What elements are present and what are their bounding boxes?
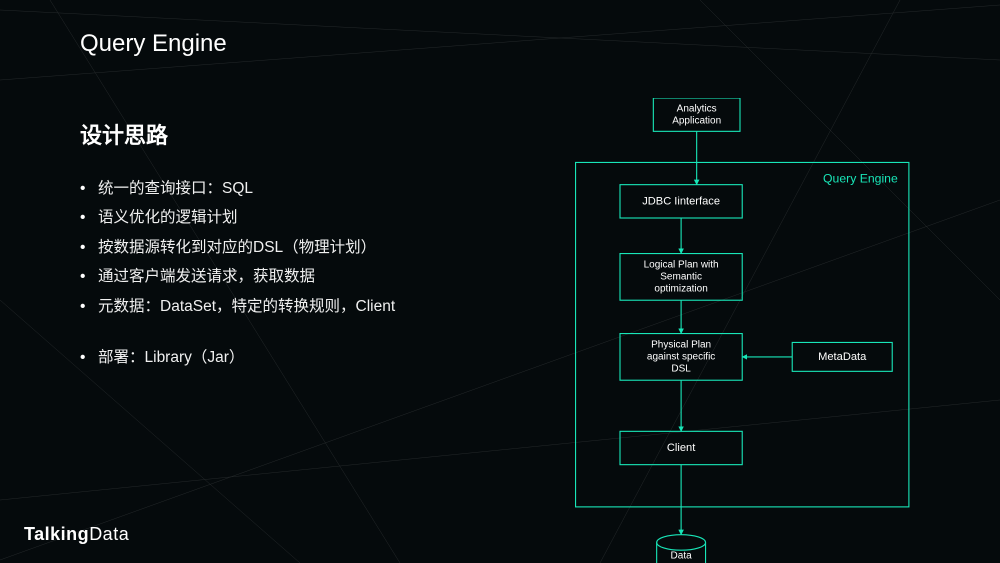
left-column: 设计思路 统一的查询接口：SQL 语义优化的逻辑计划 按数据源转化到对应的DSL… bbox=[80, 98, 510, 538]
logo-text-light: Data bbox=[89, 524, 129, 544]
node-label-meta: MetaData bbox=[818, 351, 867, 363]
bullet-item: 统一的查询接口：SQL bbox=[80, 174, 510, 203]
node-label-logical: optimization bbox=[654, 284, 707, 295]
bullet-item: 通过客户端发送请求，获取数据 bbox=[80, 262, 510, 291]
node-label-jdbc: JDBC Iinterface bbox=[642, 195, 720, 207]
flowchart-diagram: Query Engine AnalyticsApplication JDBC Iin… bbox=[520, 98, 920, 563]
cylinder-label: Data bbox=[671, 550, 693, 561]
container-label: Query Engine bbox=[823, 171, 898, 185]
node-label-physical: DSL bbox=[671, 364, 691, 375]
node-label-physical: against specific bbox=[647, 352, 715, 363]
right-column: Query Engine AnalyticsApplication JDBC Iin… bbox=[520, 98, 920, 538]
node-label-logical: Logical Plan with bbox=[644, 260, 719, 271]
bullet-item: 元数据：DataSet，特定的转换规则，Client bbox=[80, 292, 510, 321]
node-label-physical: Physical Plan bbox=[651, 340, 711, 351]
node-label-client: Client bbox=[667, 442, 695, 454]
node-label-app: Application bbox=[672, 115, 721, 126]
node-label-app: Analytics bbox=[677, 103, 717, 114]
logo: TalkingData bbox=[24, 524, 129, 545]
bullet-item: 部署：Library（Jar） bbox=[80, 343, 510, 372]
section-subtitle: 设计思路 bbox=[80, 118, 510, 150]
bullet-item: 按数据源转化到对应的DSL（物理计划） bbox=[80, 233, 510, 262]
cylinder-top bbox=[657, 535, 706, 551]
bullet-list: 统一的查询接口：SQL 语义优化的逻辑计划 按数据源转化到对应的DSL（物理计划… bbox=[80, 174, 510, 373]
logo-text-bold: Talking bbox=[24, 524, 89, 544]
slide: Query Engine 设计思路 统一的查询接口：SQL 语义优化的逻辑计划 … bbox=[0, 0, 1000, 563]
slide-title: Query Engine bbox=[80, 30, 920, 58]
slide-content: 设计思路 统一的查询接口：SQL 语义优化的逻辑计划 按数据源转化到对应的DSL… bbox=[80, 98, 920, 538]
node-label-logical: Semantic bbox=[660, 272, 702, 283]
bullet-item: 语义优化的逻辑计划 bbox=[80, 203, 510, 232]
